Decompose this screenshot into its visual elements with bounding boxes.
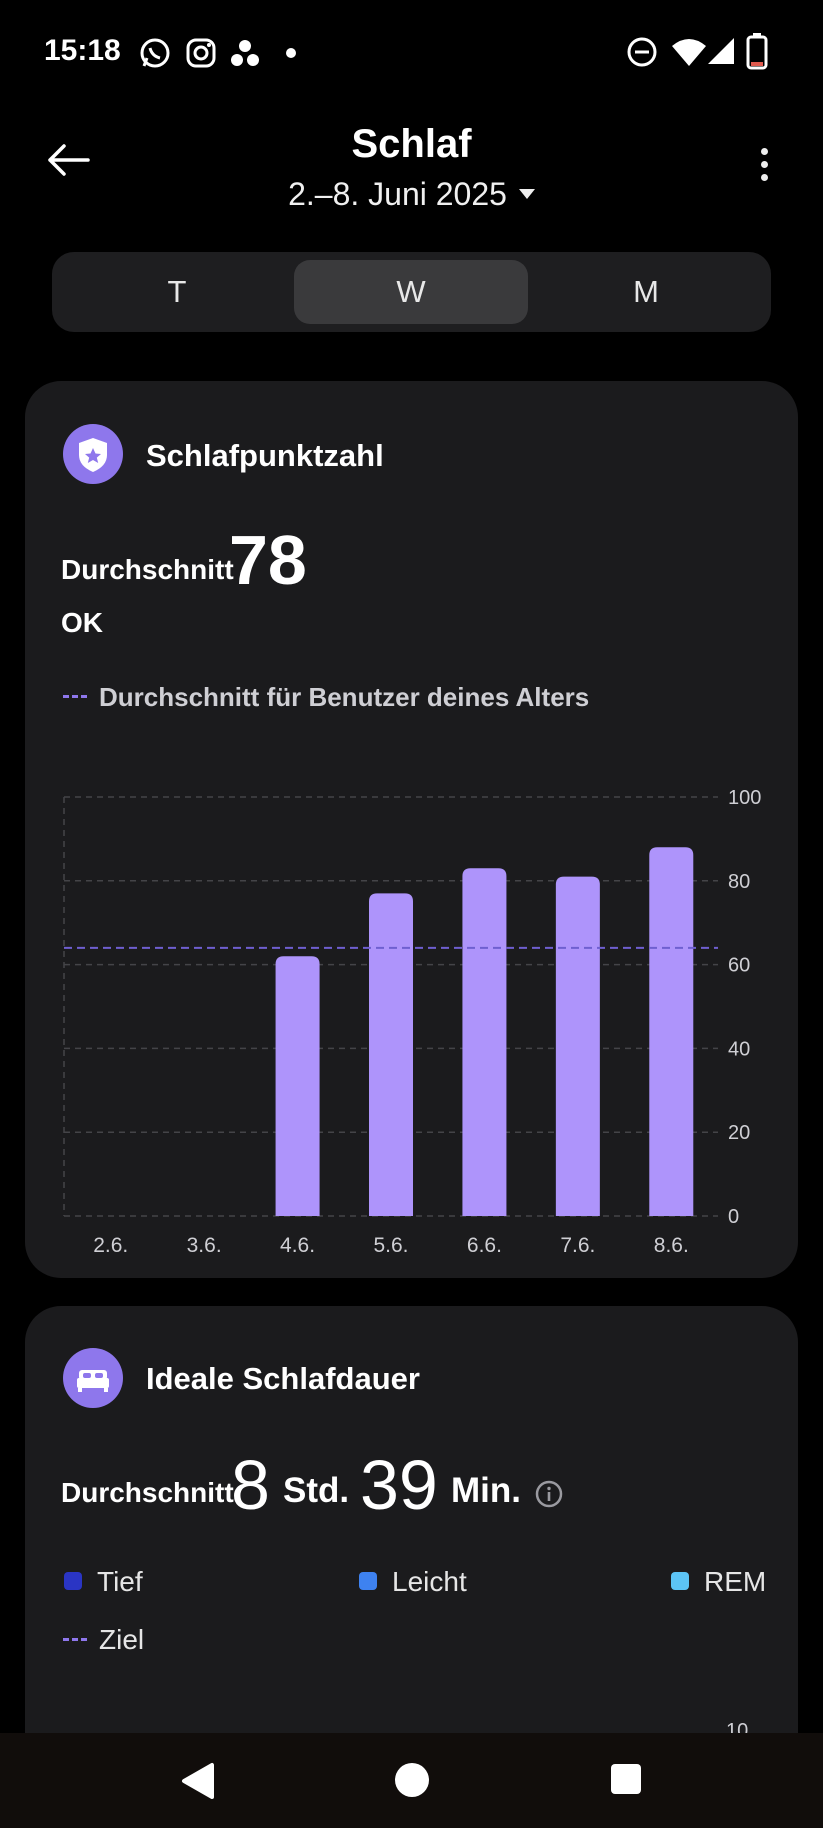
- battery-icon: [746, 33, 768, 70]
- date-range-selector[interactable]: 2.–8. Juni 2025: [0, 176, 823, 213]
- dnd-icon: [627, 37, 657, 67]
- average-value: 78: [229, 521, 307, 599]
- minutes-unit: Min.: [451, 1471, 521, 1510]
- y-tick-label: 100: [728, 787, 761, 809]
- average-label: Durchschnitt: [61, 554, 234, 585]
- x-tick-label: 8.6.: [654, 1234, 689, 1257]
- signal-icon: [708, 38, 734, 64]
- y-tick-label: 60: [728, 955, 750, 977]
- legend-swatch-rem: [671, 1572, 689, 1590]
- chart-bar: [555, 876, 600, 1216]
- wifi-icon: [672, 39, 706, 66]
- card-title: Ideale Schlafdauer: [146, 1361, 420, 1396]
- chart-bar: [369, 893, 413, 1216]
- average-label: Durchschnitt: [61, 1477, 234, 1508]
- y-tick-label: 40: [728, 1038, 750, 1060]
- back-button[interactable]: [44, 138, 92, 182]
- bed-icon: [63, 1348, 123, 1408]
- x-tick-label: 2.6.: [93, 1234, 128, 1257]
- reference-line-legend: Durchschnitt für Benutzer deines Alters: [99, 682, 590, 712]
- info-button[interactable]: [535, 1480, 563, 1508]
- recents-nav-icon[interactable]: [609, 1762, 643, 1796]
- whatsapp-icon: [140, 38, 170, 68]
- legend-swatch-deep: [64, 1572, 82, 1590]
- shield-star-icon: [63, 424, 123, 484]
- average-hours: 8: [231, 1446, 270, 1524]
- x-tick-label: 7.6.: [560, 1234, 595, 1257]
- card-title: Schlafpunktzahl: [146, 438, 384, 473]
- y-tick-label: 20: [728, 1122, 750, 1144]
- date-range-label: 2.–8. Juni 2025: [288, 176, 507, 212]
- legend-goal: Ziel: [99, 1624, 145, 1655]
- legend-deep: Tief: [97, 1566, 143, 1597]
- x-tick-label: 4.6.: [280, 1234, 315, 1257]
- hours-unit: Std.: [283, 1471, 350, 1510]
- goal-line-marker: [63, 1638, 87, 1641]
- chart-bar: [649, 847, 694, 1216]
- more-vert-icon: [760, 148, 768, 155]
- reference-line-marker: [63, 695, 87, 698]
- info-icon: [535, 1480, 563, 1508]
- notification-dot-icon: [286, 48, 296, 58]
- instagram-icon: [186, 38, 216, 68]
- duration-chart-y-tick: 10: [726, 1720, 749, 1733]
- caret-down-icon: [518, 188, 535, 199]
- status-bar: 15:18: [0, 0, 823, 104]
- legend-swatch-light: [359, 1572, 377, 1590]
- x-tick-label: 3.6.: [187, 1234, 222, 1257]
- legend-light: Leicht: [392, 1566, 467, 1597]
- tab-month[interactable]: M: [633, 274, 659, 309]
- y-tick-label: 80: [728, 871, 750, 893]
- more-options-button[interactable]: [752, 148, 776, 188]
- arrow-left-icon: [48, 144, 90, 176]
- sleep-score-chart: 0 20 40 60 80 100 2.6. 3.6. 4.6. 5.6. 6.6. 7.6. 8.6.: [63, 787, 761, 1257]
- legend-rem: REM: [704, 1566, 767, 1597]
- chart-bar: [275, 956, 320, 1216]
- page-title: Schlaf: [351, 122, 472, 166]
- tab-week[interactable]: W: [294, 260, 528, 324]
- system-nav-bar: [0, 1733, 823, 1828]
- score-status: OK: [61, 607, 103, 638]
- x-tick-label: 6.6.: [467, 1234, 502, 1257]
- y-tick-label: 0: [728, 1206, 739, 1228]
- x-tick-label: 5.6.: [373, 1234, 408, 1257]
- sleep-score-card[interactable]: Schlafpunktzahl Durchschnitt 78 OK Durch…: [25, 381, 798, 1278]
- average-minutes: 39: [360, 1446, 438, 1524]
- tab-day[interactable]: T: [167, 274, 187, 309]
- home-nav-icon[interactable]: [393, 1761, 431, 1799]
- sleep-duration-card[interactable]: Ideale Schlafdauer Durchschnitt 8 Std. 3…: [25, 1306, 798, 1733]
- status-time: 15:18: [44, 34, 121, 67]
- app-dots-icon: [231, 40, 259, 66]
- period-selector: T W M: [52, 252, 771, 332]
- chart-bar: [462, 868, 507, 1216]
- back-nav-icon[interactable]: [178, 1761, 216, 1801]
